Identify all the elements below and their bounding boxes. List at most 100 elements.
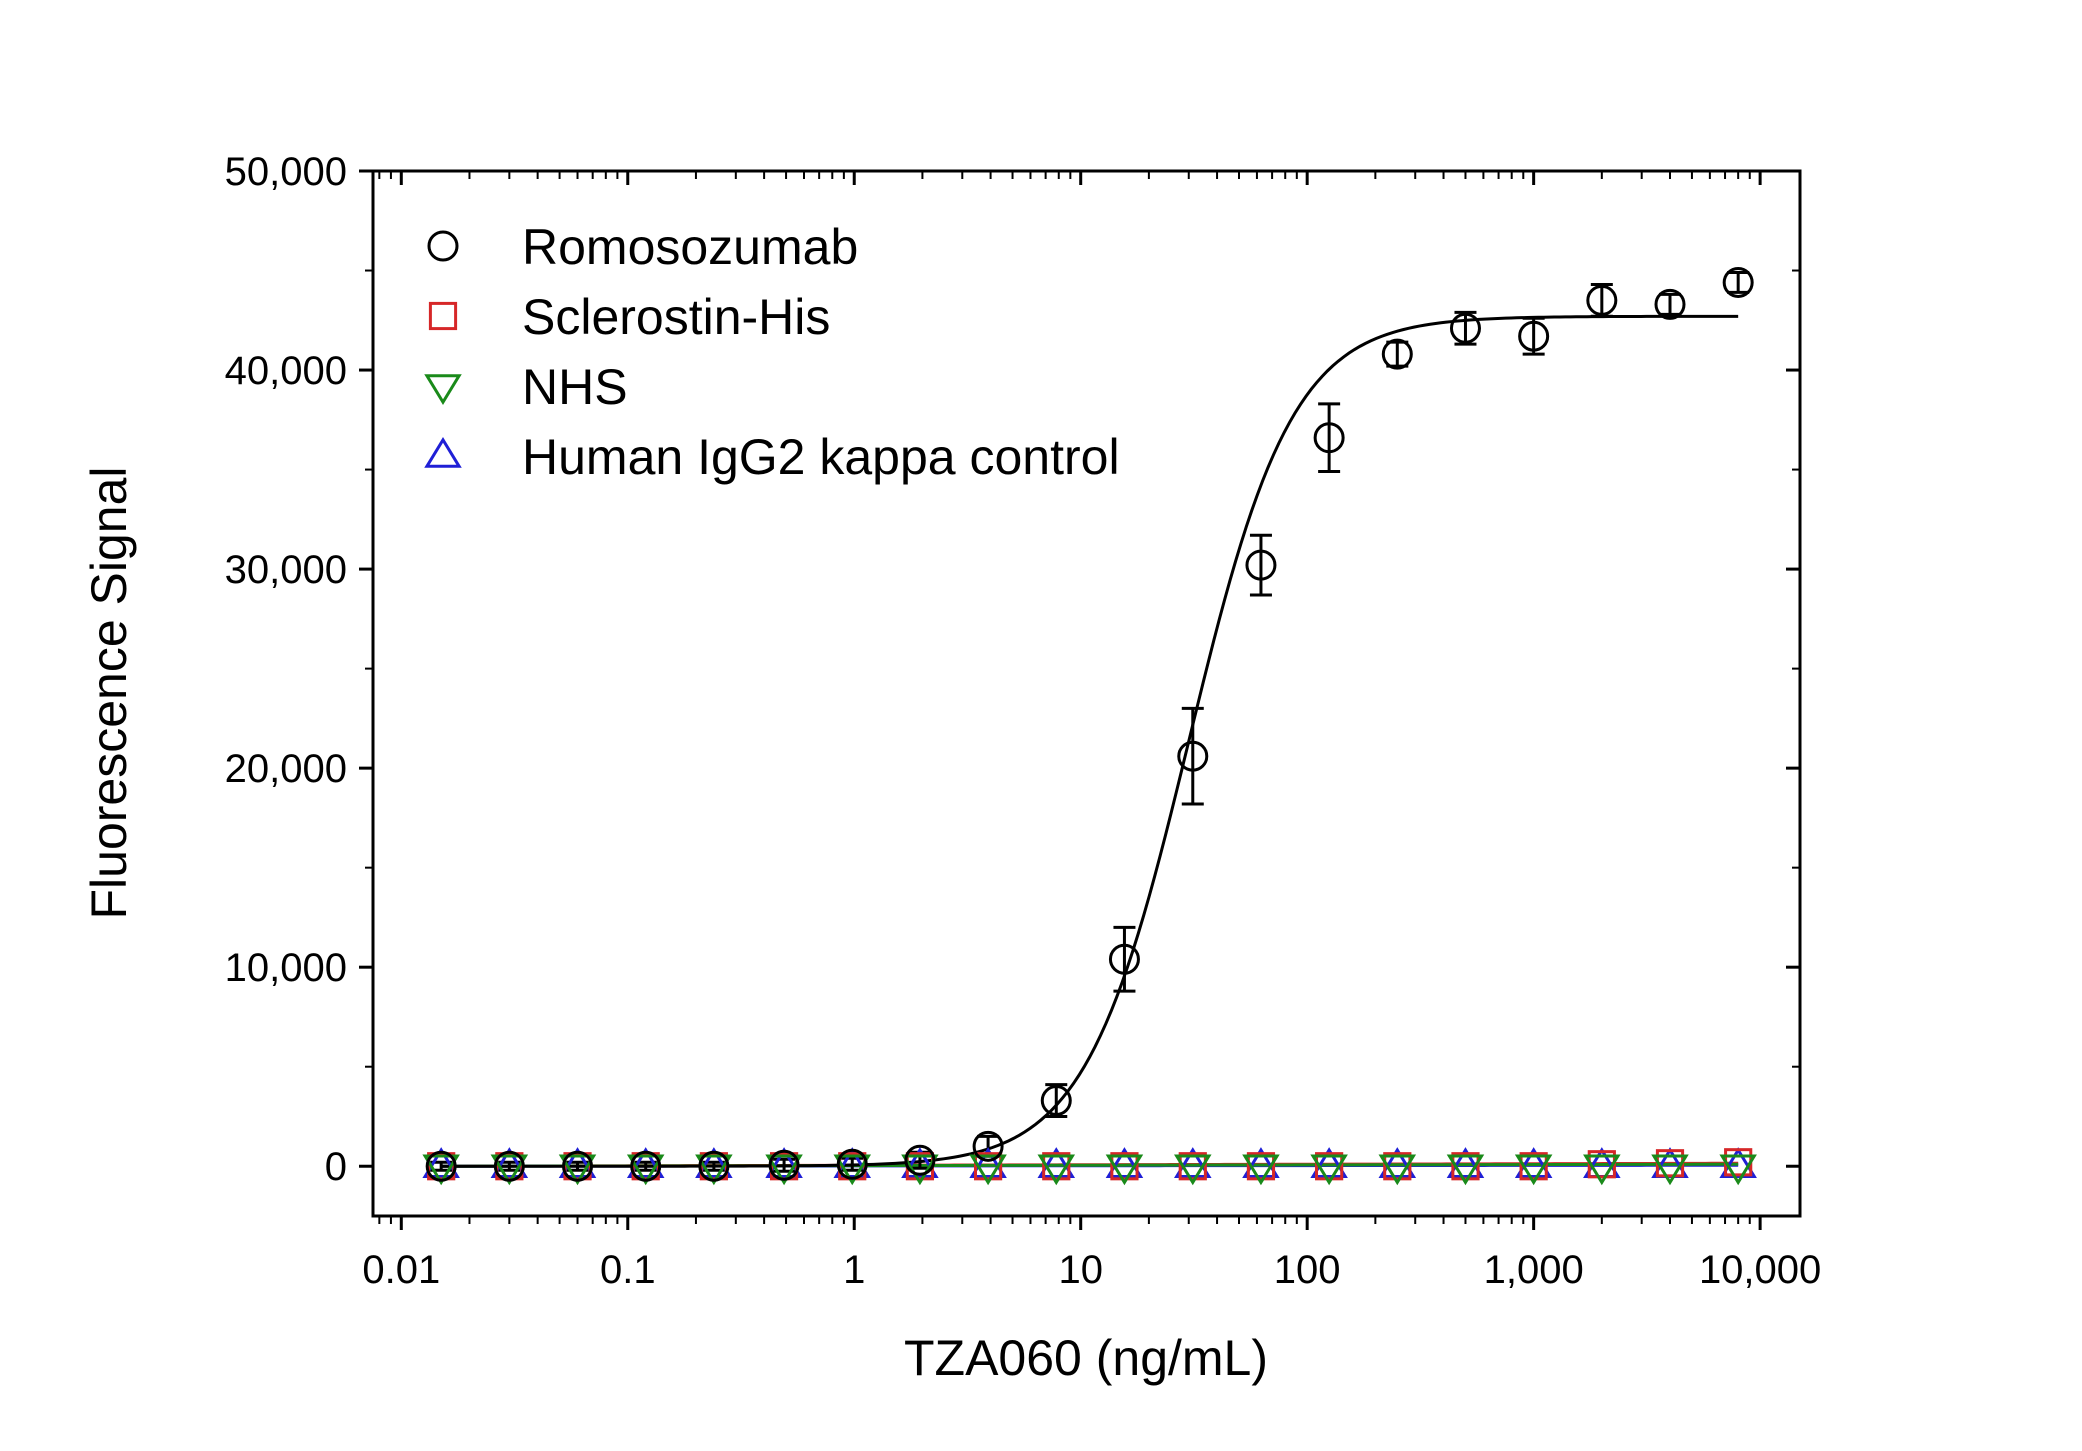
data-point-human-igg2-kappa-control xyxy=(1037,1147,1076,1179)
legend-label: NHS xyxy=(522,359,628,415)
x-tick-label: 100 xyxy=(1274,1248,1341,1292)
error-bars xyxy=(430,271,1750,1173)
x-tick-label: 10 xyxy=(1058,1248,1103,1292)
x-tick-label: 0.1 xyxy=(600,1248,656,1292)
data-point-nhs xyxy=(1378,1154,1417,1186)
y-tick-label: 50,000 xyxy=(225,150,347,194)
data-point-romosozumab xyxy=(1381,338,1413,370)
x-tick-label: 1,000 xyxy=(1484,1248,1584,1292)
y-tick-label: 40,000 xyxy=(225,349,347,393)
legend-item-human-igg2-kappa-control: Human IgG2 kappa control xyxy=(424,429,1120,485)
y-tick-label: 30,000 xyxy=(225,548,347,592)
y-tick-label: 10,000 xyxy=(225,946,347,990)
data-point-human-igg2-kappa-control xyxy=(969,1147,1007,1179)
data-point-human-igg2-kappa-control xyxy=(558,1147,597,1179)
data-point-nhs xyxy=(422,1154,460,1186)
data-point-nhs xyxy=(765,1154,803,1186)
data-point-nhs xyxy=(833,1154,872,1186)
data-points xyxy=(422,266,1757,1186)
x-tick-label: 10,000 xyxy=(1699,1248,1821,1292)
data-point-nhs xyxy=(1719,1154,1757,1186)
legend-marker-nhs xyxy=(424,374,462,406)
data-point-nhs xyxy=(1174,1154,1212,1186)
legend-marker-human-igg2-kappa-control xyxy=(424,436,462,468)
data-point-romosozumab xyxy=(768,1149,800,1181)
data-point-sclerostin-his xyxy=(1383,1152,1412,1181)
legend-marker-sclerostin-his xyxy=(428,301,458,331)
axes xyxy=(371,169,1802,1218)
data-point-romosozumab xyxy=(904,1144,936,1176)
data-point-nhs xyxy=(490,1154,529,1186)
data-point-nhs xyxy=(695,1154,733,1186)
data-point-romosozumab xyxy=(972,1130,1004,1162)
data-point-sclerostin-his xyxy=(1110,1152,1139,1181)
data-point-human-igg2-kappa-control xyxy=(765,1147,803,1179)
data-point-sclerostin-his xyxy=(1246,1152,1276,1181)
x-tick-label: 0.01 xyxy=(362,1248,440,1292)
data-point-human-igg2-kappa-control xyxy=(1310,1147,1348,1179)
data-point-romosozumab xyxy=(1177,740,1209,772)
data-point-sclerostin-his xyxy=(1315,1152,1344,1181)
data-point-nhs xyxy=(969,1154,1007,1186)
data-point-human-igg2-kappa-control xyxy=(901,1147,939,1179)
data-point-human-igg2-kappa-control xyxy=(1719,1147,1757,1179)
data-point-human-igg2-kappa-control xyxy=(1378,1147,1417,1179)
data-point-romosozumab xyxy=(1449,312,1481,344)
y-axis-title: Fluorescence Signal xyxy=(81,466,137,919)
data-point-nhs xyxy=(1242,1154,1280,1186)
data-point-romosozumab xyxy=(425,1150,457,1182)
legend-label: Sclerostin-His xyxy=(522,289,830,345)
y-tick-label: 0 xyxy=(325,1145,347,1189)
data-point-human-igg2-kappa-control xyxy=(1446,1147,1485,1179)
legend-label: Romosozumab xyxy=(522,219,858,275)
data-point-romosozumab xyxy=(1518,320,1550,352)
data-point-nhs xyxy=(558,1154,597,1186)
data-point-human-igg2-kappa-control xyxy=(1242,1147,1280,1179)
data-point-romosozumab xyxy=(1245,549,1277,581)
data-point-romosozumab xyxy=(562,1150,594,1182)
legend-item-nhs: NHS xyxy=(424,359,628,415)
data-point-romosozumab xyxy=(493,1150,525,1182)
x-tick-label: 1 xyxy=(843,1248,865,1292)
data-point-nhs xyxy=(1105,1154,1144,1186)
legend-marker-romosozumab xyxy=(427,230,459,262)
data-point-romosozumab xyxy=(698,1150,730,1182)
y-tick-label: 20,000 xyxy=(225,747,347,791)
plot-frame xyxy=(371,169,1802,1218)
data-point-human-igg2-kappa-control xyxy=(490,1147,529,1179)
data-point-nhs xyxy=(901,1154,939,1186)
data-point-sclerostin-his xyxy=(973,1152,1003,1181)
data-point-nhs xyxy=(626,1154,665,1186)
data-point-romosozumab xyxy=(1722,266,1754,298)
data-point-nhs xyxy=(1514,1154,1553,1186)
data-point-romosozumab xyxy=(630,1150,662,1182)
data-point-human-igg2-kappa-control xyxy=(695,1147,733,1179)
data-point-human-igg2-kappa-control xyxy=(1174,1147,1212,1179)
data-point-romosozumab xyxy=(1108,943,1140,975)
data-point-human-igg2-kappa-control xyxy=(1514,1147,1553,1179)
data-point-human-igg2-kappa-control xyxy=(626,1147,665,1179)
data-point-human-igg2-kappa-control xyxy=(833,1147,872,1179)
x-axis-title: TZA060 (ng/mL) xyxy=(904,1330,1268,1386)
data-point-nhs xyxy=(1446,1154,1485,1186)
data-point-human-igg2-kappa-control xyxy=(422,1147,460,1179)
data-point-sclerostin-his xyxy=(1042,1152,1071,1181)
data-point-human-igg2-kappa-control xyxy=(1105,1147,1144,1179)
data-point-sclerostin-his xyxy=(1178,1152,1207,1181)
data-point-romosozumab xyxy=(1040,1085,1072,1117)
data-point-romosozumab xyxy=(1654,288,1686,320)
data-point-romosozumab xyxy=(1586,284,1618,316)
data-point-nhs xyxy=(1651,1154,1689,1186)
legend: Romosozumab Sclerostin-His NHS Human IgG2 k… xyxy=(424,219,1120,485)
data-point-nhs xyxy=(1037,1154,1076,1186)
data-point-romosozumab xyxy=(836,1148,868,1180)
legend-item-sclerostin-his: Sclerostin-His xyxy=(428,289,830,345)
data-point-romosozumab xyxy=(1313,422,1345,454)
data-point-sclerostin-his xyxy=(1519,1152,1548,1181)
data-point-nhs xyxy=(1583,1154,1621,1186)
x-axis-ticks: 0.01 0.1 1 10 100 1,000 10,000 xyxy=(362,171,1821,1292)
y-axis-ticks: 0 10,000 20,000 30,000 40,000 50,000 xyxy=(225,150,1800,1189)
legend-label: Human IgG2 kappa control xyxy=(522,429,1120,485)
